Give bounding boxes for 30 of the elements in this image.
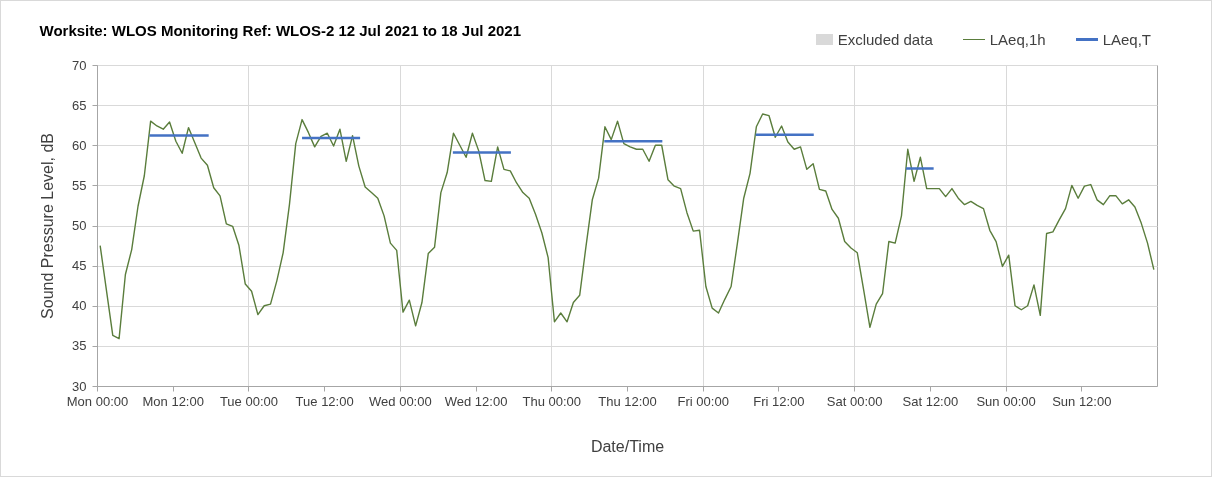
legend-label: LAeq,T — [1102, 31, 1151, 48]
x-tick-label: Fri 00:00 — [677, 393, 729, 409]
x-tick-label: Sat 12:00 — [902, 393, 959, 409]
legend-label: Excluded data — [837, 31, 933, 48]
y-tick-label: 70 — [72, 57, 87, 73]
y-tick-label: 35 — [72, 338, 87, 354]
x-tick-label: Tue 12:00 — [295, 393, 354, 409]
y-tick-label: 40 — [72, 298, 87, 314]
y-tick-label: 65 — [72, 97, 87, 113]
x-tick-label: Sun 12:00 — [1052, 393, 1112, 409]
x-tick-label: Fri 12:00 — [753, 393, 805, 409]
line-series — [99, 113, 1155, 340]
x-tick-label: Tue 00:00 — [219, 393, 278, 409]
x-tick-label: Mon 00:00 — [66, 393, 129, 409]
x-axis-title: Date/Time — [590, 437, 665, 455]
y-tick-label: 45 — [72, 258, 87, 274]
x-tick-label: Sun 00:00 — [976, 393, 1036, 409]
y-tick-label: 55 — [72, 177, 87, 193]
x-tick-label: Thu 00:00 — [522, 393, 582, 409]
chart-title: Worksite: WLOS Monitoring Ref: WLOS-2 12 Jul 2021 to 18 Jul 2021 — [39, 22, 522, 39]
x-tick-label: Wed 00:00 — [369, 393, 432, 409]
y-tick-label: 30 — [72, 378, 87, 394]
x-tick-label: Wed 12:00 — [444, 393, 508, 409]
y-tick-label: 50 — [72, 218, 87, 233]
legend-label: LAeq,1h — [989, 31, 1046, 48]
x-tick-label: Sat 00:00 — [826, 393, 883, 409]
y-tick-label: 60 — [72, 137, 87, 153]
y-axis-title: Sound Pressure Level, dB — [39, 133, 57, 319]
x-tick-label: Thu 12:00 — [598, 393, 657, 409]
x-tick-label: Mon 12:00 — [142, 393, 204, 409]
